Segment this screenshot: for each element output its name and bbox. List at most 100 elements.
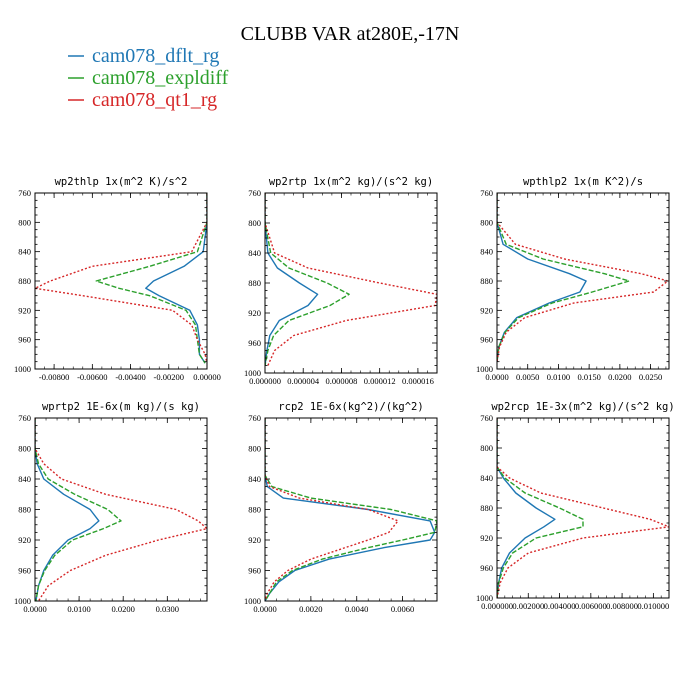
y-tick-label: 1000 <box>476 364 493 374</box>
x-tick-label: 0.004000 <box>544 601 576 611</box>
x-tick-label: 0.000008 <box>326 376 358 386</box>
series-line-cam078_qt1_rg <box>35 418 207 601</box>
x-tick-label: 0.0100 <box>67 604 90 614</box>
series-line-cam078_qt1_rg <box>265 193 437 366</box>
series-line-cam078_expldiff <box>95 193 207 364</box>
y-tick-label: 920 <box>248 308 261 318</box>
x-tick-label: 0.000000 <box>249 376 281 386</box>
series-line-cam078_qt1_rg <box>497 193 669 362</box>
plot-frame <box>34 417 208 602</box>
x-tick-label: 0.006000 <box>575 601 607 611</box>
plot-frame <box>34 192 208 370</box>
panel-6: wp2rcp 1E-3x(m^2 kg)/(s^2 kg)760 800 840 88… <box>476 401 675 611</box>
x-tick-label: 0.0200 <box>112 604 135 614</box>
y-tick-label: 1000 <box>244 596 261 606</box>
y-tick-label: 840 <box>480 473 493 483</box>
y-tick-label: 920 <box>480 305 493 315</box>
y-tick-label: 760 <box>248 413 261 423</box>
plot-frame <box>496 192 670 370</box>
y-tick-label: 880 <box>480 503 493 513</box>
plot-frame <box>264 192 438 374</box>
x-tick-label: -0.00600 <box>77 372 107 382</box>
x-tick-label: 0.0040 <box>345 604 368 614</box>
y-tick-label: 1000 <box>476 593 493 603</box>
legend: cam078_dflt_rgcam078_expldiffcam078_qt1_… <box>68 45 229 111</box>
panel-title: wp2thlp 1x(m^2 K)/s^2 <box>55 176 188 188</box>
x-tick-label: 0.0020 <box>299 604 322 614</box>
y-tick-label: 840 <box>18 474 31 484</box>
y-tick-label: 760 <box>18 188 31 198</box>
x-tick-label: 0.0050 <box>516 372 539 382</box>
series-line-cam078_expldiff <box>265 418 437 601</box>
y-tick-label: 920 <box>18 305 31 315</box>
y-tick-label: 760 <box>248 188 261 198</box>
y-tick-label: 880 <box>480 276 493 286</box>
panel-title: wp2rcp 1E-3x(m^2 kg)/(s^2 kg) <box>491 401 674 413</box>
x-tick-label: 0.0250 <box>639 372 662 382</box>
panel-title: rcp2 1E-6x(kg^2)/(kg^2) <box>278 401 423 413</box>
x-tick-label: 0.0100 <box>547 372 570 382</box>
legend-label: cam078_expldiff <box>92 67 229 89</box>
y-tick-label: 840 <box>248 248 261 258</box>
y-tick-label: 800 <box>480 443 493 453</box>
x-tick-label: 0.0000 <box>485 372 508 382</box>
panel-1: wp2thlp 1x(m^2 K)/s^2 760 800 840 880 920 960 1… <box>14 176 221 382</box>
x-tick-label: 0.0060 <box>391 604 414 614</box>
y-tick-label: 760 <box>480 188 493 198</box>
y-tick-label: 960 <box>18 335 31 345</box>
y-tick-label: 960 <box>18 566 31 576</box>
y-tick-label: 920 <box>18 535 31 545</box>
y-tick-label: 880 <box>248 505 261 515</box>
panel-title: wpthlp2 1x(m K^2)/s <box>523 176 643 188</box>
y-tick-label: 800 <box>18 217 31 227</box>
series-line-cam078_qt1_rg <box>35 193 207 364</box>
y-tick-label: 880 <box>248 278 261 288</box>
panel-3: wpthlp2 1x(m K^2)/s 760 800 840 880 920 960 100… <box>476 176 670 382</box>
y-tick-label: 800 <box>18 444 31 454</box>
y-tick-label: 880 <box>18 276 31 286</box>
x-tick-label: -0.00200 <box>154 372 184 382</box>
series-line-cam078_dflt_rg <box>497 418 556 598</box>
x-tick-label: 0.0200 <box>608 372 631 382</box>
y-tick-label: 840 <box>480 247 493 257</box>
panel-2: wp2rtp 1x(m^2 kg)/(s^2 kg) 760 800 840 880 92… <box>244 176 438 386</box>
series-line-cam078_expldiff <box>35 418 122 601</box>
x-tick-label: 0.00000 <box>193 372 221 382</box>
series-line-cam078_expldiff <box>265 193 350 366</box>
series-line-cam078_qt1_rg <box>497 418 669 598</box>
x-tick-label: -0.00400 <box>115 372 145 382</box>
x-tick-label: 0.0000 <box>23 604 46 614</box>
y-tick-label: 960 <box>480 563 493 573</box>
legend-label: cam078_qt1_rg <box>92 89 217 111</box>
y-tick-label: 840 <box>18 247 31 257</box>
y-tick-label: 880 <box>18 505 31 515</box>
y-tick-label: 800 <box>248 444 261 454</box>
chart-panels: wp2thlp 1x(m^2 K)/s^2 760 800 840 880 920 960 1… <box>14 176 675 614</box>
y-tick-label: 920 <box>248 535 261 545</box>
y-tick-label: 760 <box>18 413 31 423</box>
panel-title: wp2rtp 1x(m^2 kg)/(s^2 kg) <box>269 176 433 188</box>
series-line-cam078_qt1_rg <box>265 418 399 601</box>
y-tick-label: 760 <box>480 413 493 423</box>
x-tick-label: 0.0150 <box>577 372 600 382</box>
y-tick-label: 840 <box>248 474 261 484</box>
legend-label: cam078_dflt_rg <box>92 45 219 67</box>
x-tick-label: 0.000012 <box>364 376 396 386</box>
series-line-cam078_dflt_rg <box>265 193 319 366</box>
y-tick-label: 1000 <box>14 596 31 606</box>
y-tick-label: 960 <box>480 335 493 345</box>
x-tick-label: 0.000004 <box>287 376 320 386</box>
plot-frame <box>496 417 670 599</box>
x-tick-label: 0.002000 <box>512 601 544 611</box>
y-tick-label: 960 <box>248 338 261 348</box>
y-tick-label: 800 <box>480 217 493 227</box>
series-line-cam078_expldiff <box>497 193 630 362</box>
x-tick-label: 0.0300 <box>156 604 179 614</box>
figure-title: CLUBB VAR at280E,-17N <box>241 23 460 45</box>
y-tick-label: 1000 <box>244 368 261 378</box>
x-tick-label: 0.0000 <box>253 604 276 614</box>
series-line-cam078_dflt_rg <box>145 193 207 364</box>
x-tick-label: 0.000016 <box>402 376 434 386</box>
y-tick-label: 960 <box>248 566 261 576</box>
